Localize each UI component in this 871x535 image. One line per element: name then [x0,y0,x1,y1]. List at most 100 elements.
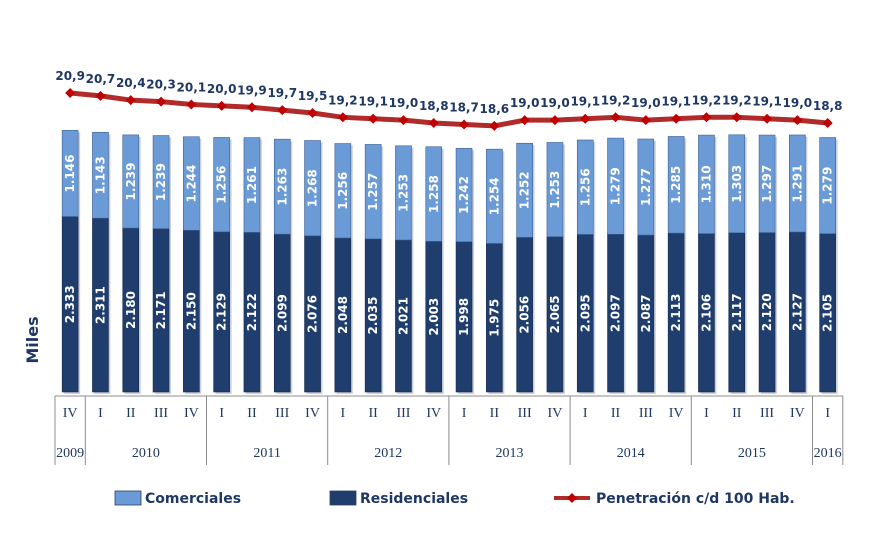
penetration-label: 19,1 [570,95,600,109]
penetration-label: 19,9 [237,83,267,97]
bar-label-residenciales: 2.106 [699,294,713,332]
penetration-point [580,113,591,124]
bar-label-comerciales: 1.256 [215,166,229,204]
penetration-label: 20,4 [116,76,146,90]
x-tick-label: III [518,406,532,421]
legend-label: Residenciales [360,491,468,507]
bar-label-comerciales: 1.256 [336,172,350,210]
penetration-point [216,100,227,111]
year-label: 2010 [132,446,160,461]
penetration-point [368,113,379,124]
penetration-point [731,112,742,123]
x-tick-label: IV [669,406,684,421]
bar-label-residenciales: 2.113 [669,294,683,332]
bar-label-residenciales: 2.065 [548,295,562,333]
bar-label-residenciales: 2.105 [821,294,835,332]
penetration-point [95,90,106,101]
bar-label-comerciales: 1.303 [730,165,744,203]
penetration-point [549,115,560,126]
x-tick-label: IV [305,406,320,421]
bar-label-residenciales: 2.099 [275,294,289,332]
x-tick-label: II [611,406,621,421]
legend-swatch [114,490,142,506]
bar-label-comerciales: 1.263 [275,168,289,206]
bar-comerciales [425,146,443,242]
legend-marker [567,493,577,503]
penetration-point [277,105,288,116]
bar-label-residenciales: 2.048 [336,296,350,334]
x-tick-label: III [275,406,289,421]
penetration-point [519,115,530,126]
bar-comerciales [273,138,291,235]
penetration-line-layer: 20,9 20,7 20,4 20,3 20,1 20,0 19,9 19,7 19,5 19,2… [55,69,842,131]
penetration-label: 19,5 [298,89,328,103]
bar-label-comerciales: 1.256 [578,168,592,206]
penetration-label: 18,8 [813,99,843,113]
x-tick-label: IV [790,406,805,421]
bar-label-residenciales: 2.095 [578,294,592,332]
bar-label-residenciales: 1.998 [457,298,471,336]
bar-comerciales [758,134,776,233]
penetration-label: 19,2 [328,93,358,107]
bar-label-residenciales: 2.150 [184,292,198,330]
penetration-point [398,115,409,126]
x-tick-label: I [219,406,224,421]
bar-label-residenciales: 2.097 [609,294,623,332]
bar-label-residenciales: 2.056 [518,296,532,334]
x-tick-label: IV [548,406,563,421]
penetration-label: 20,3 [146,78,176,92]
year-label: 2015 [738,446,766,461]
penetration-label: 19,1 [358,95,388,109]
x-tick-label: IV [184,406,199,421]
legend-swatch [329,490,357,506]
bar-label-comerciales: 1.268 [306,169,320,207]
penetration-line [67,90,831,129]
bar-comerciales [243,137,261,233]
year-label: 2012 [374,446,402,461]
x-tick-label: IV [426,406,441,421]
bar-comerciales [789,134,806,233]
bar-comerciales [122,134,140,229]
penetration-point [822,118,833,129]
bar-label-residenciales: 2.127 [790,293,804,331]
bar-label-residenciales: 2.171 [154,291,168,329]
bar-comerciales [667,136,685,234]
x-tick-label: III [396,406,410,421]
penetration-label: 19,0 [631,96,661,110]
x-tick-label: III [760,406,774,421]
bar-label-residenciales: 2.087 [639,295,653,333]
bar-comerciales [728,134,746,234]
bar-comerciales [395,145,412,241]
penetration-point [640,115,651,126]
penetration-label: 20,0 [207,82,237,96]
bar-comerciales [304,140,321,237]
bar-comerciales [61,130,79,217]
penetration-label: 19,1 [661,95,691,109]
penetration-label: 19,1 [752,95,782,109]
bar-comerciales [698,134,715,234]
bar-label-comerciales: 1.254 [487,177,501,215]
bar-label-comerciales: 1.277 [639,168,653,206]
penetration-label: 18,8 [419,99,449,113]
penetration-point [65,88,76,98]
bar-label-comerciales: 1.258 [427,175,441,213]
bar-label-residenciales: 2.117 [730,293,744,331]
x-tick-label: I [341,406,346,421]
x-tick-label: I [825,406,830,421]
bar-comerciales [213,137,230,233]
penetration-label: 20,9 [55,69,85,83]
bar-label-comerciales: 1.285 [669,166,683,204]
bar-comerciales [546,142,564,238]
penetration-point [337,112,348,123]
bar-comerciales [455,148,473,243]
bar-label-residenciales: 2.035 [366,296,380,334]
penetration-label: 19,0 [540,96,570,110]
penetration-point [186,99,197,110]
x-tick-label: II [490,406,500,421]
bar-label-comerciales: 1.253 [396,174,410,212]
bar-label-comerciales: 1.279 [821,167,835,205]
bar-comerciales [637,138,655,236]
bar-label-residenciales: 2.003 [427,298,441,336]
penetration-label: 20,1 [177,80,207,94]
bar-comerciales [183,136,200,231]
